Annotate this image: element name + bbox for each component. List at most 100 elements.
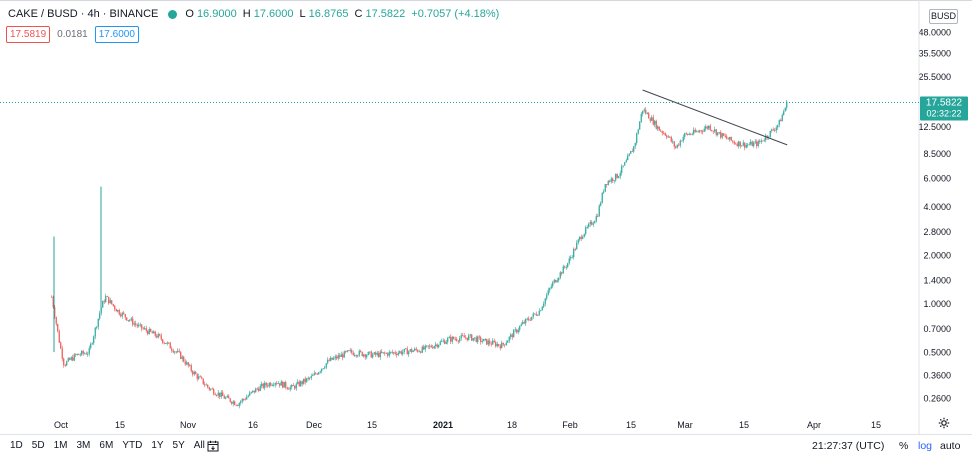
candle-body	[141, 324, 143, 329]
candle-body	[96, 326, 98, 328]
candle-body	[300, 381, 302, 386]
price-tick-label: 25.5000	[918, 72, 951, 82]
candle-body	[556, 280, 558, 283]
candle-body	[483, 339, 485, 342]
market-status-icon	[168, 9, 178, 19]
candle-body	[766, 135, 768, 138]
ask-price-box[interactable]: 17.6000	[94, 26, 139, 43]
candle-body	[607, 180, 609, 185]
candle-body	[274, 383, 276, 385]
time-axis[interactable]: Oct 15 Nov 16 Dec 15 2021 18 Feb 15 Mar 15 Apr 15	[54, 420, 881, 430]
bottom-toolbar	[0, 434, 972, 466]
candle-body	[673, 141, 675, 147]
candle-body	[55, 317, 57, 324]
candle-body	[582, 236, 584, 239]
range-6m-button[interactable]: 6M	[99, 440, 114, 451]
candle-body	[529, 319, 531, 321]
range-1m-button[interactable]: 1M	[53, 440, 68, 451]
candle-body	[642, 110, 644, 115]
range-ytd-button[interactable]: YTD	[122, 440, 143, 451]
candle-body	[591, 222, 593, 225]
candle-body	[405, 348, 407, 350]
candle-body	[174, 351, 176, 353]
candle-body	[172, 350, 174, 353]
currency-button[interactable]: BUSD	[929, 9, 958, 24]
settings-gear-icon[interactable]	[938, 417, 950, 429]
range-5y-button[interactable]: 5Y	[172, 440, 185, 451]
candle-body	[94, 327, 96, 337]
bid-price-box[interactable]: 17.5819	[6, 26, 51, 43]
candle-body	[199, 376, 201, 378]
utc-clock[interactable]: 21:27:37 (UTC)	[812, 440, 885, 452]
candle-body	[337, 355, 339, 359]
candle-body	[195, 371, 197, 375]
candle-body	[562, 266, 564, 274]
candle-body	[247, 395, 249, 397]
candle-body	[301, 381, 303, 384]
candle-body	[358, 350, 360, 356]
candle-body	[265, 382, 267, 386]
symbol-title[interactable]: CAKE / BUSD · 4h · BINANCE	[8, 8, 159, 20]
candle-body	[390, 351, 392, 353]
candle-body	[637, 129, 639, 134]
candle-body	[784, 107, 786, 112]
auto-scale-toggle[interactable]: auto	[940, 440, 961, 452]
range-1y-button[interactable]: 1Y	[151, 440, 164, 451]
candle-body	[120, 314, 122, 317]
candle-body	[210, 388, 212, 390]
candle-body	[261, 383, 263, 386]
range-5d-button[interactable]: 5D	[31, 440, 45, 451]
candle-body	[738, 141, 740, 147]
candle-body	[169, 342, 171, 349]
candle-body	[157, 334, 159, 338]
price-chart[interactable]: 48.0000 35.5000 25.5000 12.5000 8.5000 6.0000…	[0, 0, 972, 434]
range-1d-button[interactable]: 1D	[10, 440, 23, 451]
candle-body	[438, 344, 440, 348]
candle-body	[81, 350, 83, 355]
candle-body	[456, 339, 458, 341]
candle-body	[600, 202, 602, 206]
candle-body	[751, 141, 753, 147]
candle-body	[778, 120, 780, 126]
candle-body	[517, 329, 519, 333]
candle-body	[418, 351, 420, 353]
range-all-button[interactable]: All	[193, 440, 205, 451]
candle-body	[291, 384, 293, 388]
candle-body	[595, 216, 597, 222]
candle-body	[415, 348, 417, 350]
log-scale-toggle[interactable]: log	[918, 440, 933, 452]
candle-body	[181, 356, 183, 359]
candle-body	[519, 326, 521, 330]
quote-row: 17.5819 0.0181 17.6000	[6, 26, 139, 43]
trendline[interactable]	[642, 89, 788, 146]
candle-body	[568, 258, 570, 264]
candle-body	[75, 354, 77, 356]
candle-body	[676, 144, 678, 148]
percent-scale-toggle[interactable]: %	[899, 440, 909, 452]
candle-body	[76, 353, 78, 355]
candle-body	[346, 350, 348, 352]
candle-body	[511, 334, 513, 338]
go-to-date-calendar-icon[interactable]	[207, 440, 219, 452]
candle-body	[576, 242, 578, 250]
candle-body	[159, 334, 161, 336]
candle-body	[547, 290, 549, 295]
candle-body	[283, 381, 285, 388]
candle-body	[685, 133, 687, 135]
range-3m-button[interactable]: 3M	[76, 440, 91, 451]
candle-body	[601, 192, 603, 203]
candle-body	[217, 392, 219, 396]
candle-body	[478, 336, 480, 338]
candle-body	[340, 354, 342, 357]
price-axis[interactable]: 48.0000 35.5000 25.5000 12.5000 8.5000 6.0000…	[918, 28, 951, 404]
candle-body	[666, 135, 668, 138]
candle-body	[621, 166, 623, 174]
candle-body	[520, 324, 522, 327]
candle-body	[132, 318, 134, 325]
candle-body	[321, 368, 323, 372]
candle-body	[88, 348, 90, 354]
candle-body	[718, 132, 720, 133]
candle-body	[430, 345, 432, 348]
candle-body	[90, 344, 92, 349]
candle-body	[615, 173, 617, 181]
